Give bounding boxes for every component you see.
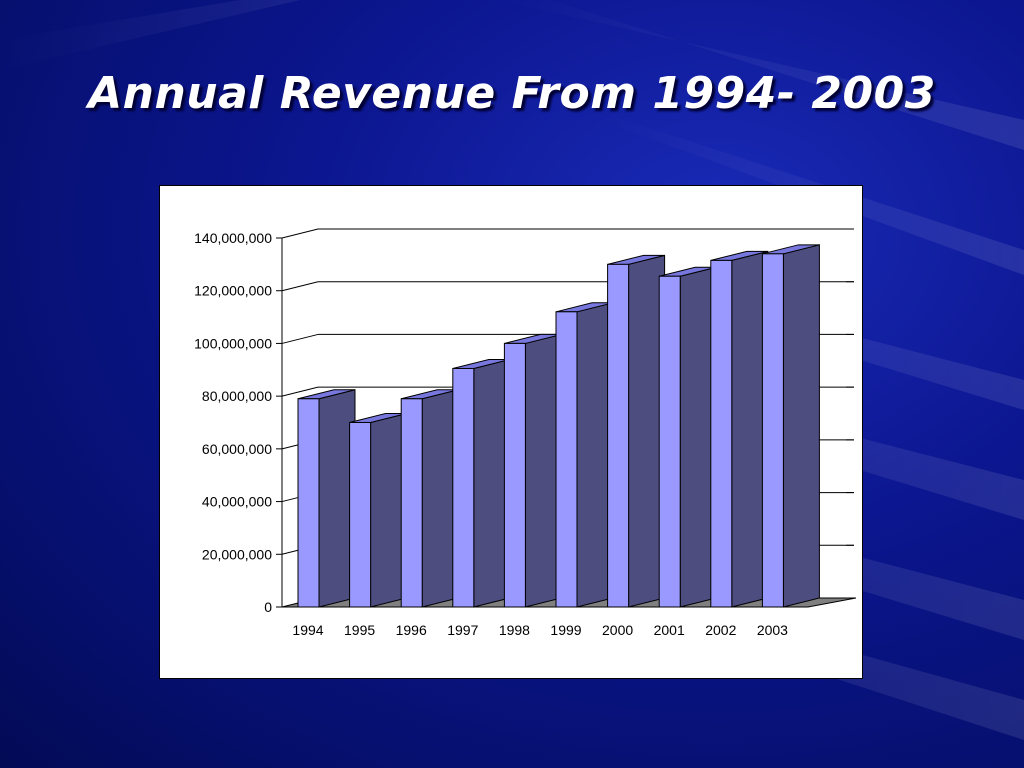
bar: [452, 367, 475, 608]
y-tick-label: 0: [264, 599, 272, 615]
slide-title: Annual Revenue From 1994- 2003: [88, 68, 936, 119]
revenue-bar-chart: 0 20,000,000 40,000,000 60,000,000 80,000,00…: [194, 228, 857, 638]
bar: [503, 342, 526, 608]
bar: [400, 398, 423, 608]
bar: [555, 311, 578, 608]
x-tick-label: 2002: [705, 622, 736, 638]
x-tick-label: 1995: [344, 622, 375, 638]
x-tick-label: 1998: [499, 622, 530, 638]
bar: [297, 398, 320, 608]
y-tick-label: 60,000,000: [202, 441, 272, 457]
x-tick-label: 2001: [654, 622, 685, 638]
bar: [349, 422, 372, 608]
chart-panel: 0 20,000,000 40,000,000 60,000,000 80,000,00…: [159, 185, 863, 679]
gridline-depth: [281, 333, 319, 344]
bar: [607, 263, 630, 608]
x-tick-label: 2000: [602, 622, 633, 638]
x-tick-label: 1999: [550, 622, 581, 638]
y-tick-label: 120,000,000: [194, 283, 272, 299]
y-tick-label: 100,000,000: [194, 335, 272, 351]
gridline-depth: [281, 386, 319, 397]
x-tick-label: 1994: [292, 622, 323, 638]
bar: [658, 275, 681, 608]
gridline-depth: [281, 281, 319, 292]
x-tick-label: 2003: [757, 622, 788, 638]
y-tick-label: 140,000,000: [194, 230, 272, 246]
bar-side: [782, 244, 820, 608]
x-tick-label: 1996: [396, 622, 427, 638]
y-tick-label: 80,000,000: [202, 388, 272, 404]
gridline-depth: [281, 228, 319, 239]
y-tick-label: 20,000,000: [202, 546, 272, 562]
bar: [710, 259, 733, 608]
y-tick-label: 40,000,000: [202, 494, 272, 510]
bar: [761, 253, 784, 608]
x-tick-label: 1997: [447, 622, 478, 638]
